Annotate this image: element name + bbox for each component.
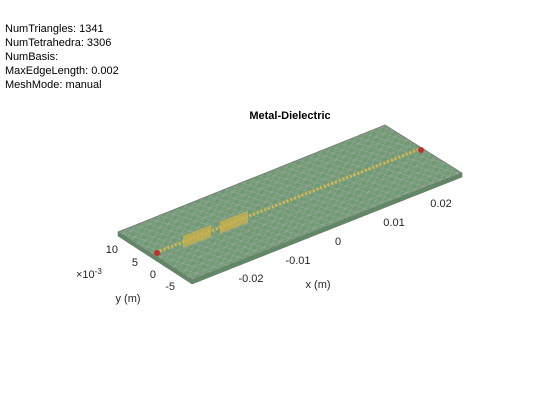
x-tick-label: -0.01 bbox=[285, 255, 310, 267]
y-tick-label: 5 bbox=[132, 257, 138, 269]
info-line: NumBasis: bbox=[5, 51, 58, 63]
feed-point bbox=[154, 250, 160, 256]
x-tick-label: 0 bbox=[335, 236, 341, 248]
patch bbox=[183, 225, 211, 248]
info-line: MaxEdgeLength: 0.002 bbox=[5, 65, 119, 77]
patch bbox=[220, 210, 248, 234]
exponent-power: -3 bbox=[95, 267, 103, 276]
x-tick-label: 0.02 bbox=[430, 198, 451, 210]
info-line: MeshMode: manual bbox=[5, 79, 102, 91]
y-tick-label: 0 bbox=[150, 269, 156, 281]
board-side bbox=[191, 172, 463, 285]
x-axis-label: x (m) bbox=[305, 279, 330, 291]
feed-point bbox=[418, 147, 424, 153]
info-line: NumTetrahedra: 3306 bbox=[5, 37, 111, 49]
info-line: NumTriangles: 1341 bbox=[5, 23, 104, 35]
x-tick-label: -0.02 bbox=[238, 273, 263, 285]
y-axis-label: y (m) bbox=[115, 293, 140, 305]
y-tick-label: 10 bbox=[106, 244, 118, 256]
x-tick-label: 0.01 bbox=[383, 217, 404, 229]
y-tick-label: -5 bbox=[165, 281, 175, 293]
plot-title: Metal-Dielectric bbox=[249, 110, 330, 122]
exponent-base: ×10 bbox=[76, 269, 95, 281]
mesh bbox=[117, 124, 463, 285]
y-exponent: ×10-3 bbox=[76, 267, 102, 281]
